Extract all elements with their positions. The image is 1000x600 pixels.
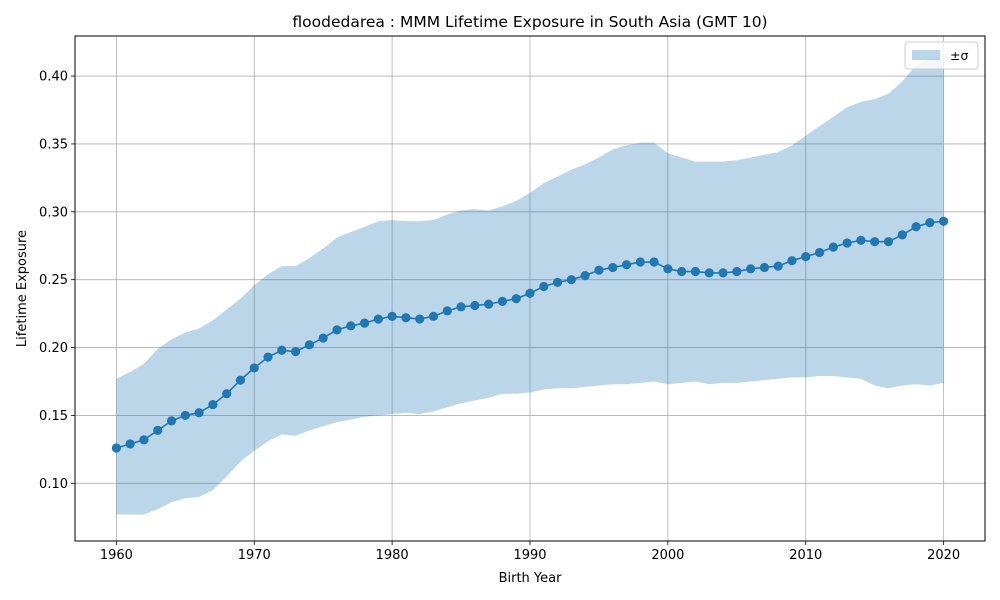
data-point <box>359 318 370 328</box>
data-point <box>635 257 645 267</box>
data-point <box>787 256 797 266</box>
data-point <box>511 294 521 304</box>
x-tick-label: 1970 <box>238 548 271 563</box>
legend-box <box>904 41 979 70</box>
y-tick-label: 0.15 <box>39 409 68 424</box>
data-point <box>428 311 439 321</box>
data-point <box>263 352 273 362</box>
x-axis-label: Birth Year <box>499 571 563 586</box>
data-point <box>470 300 480 311</box>
y-tick-label: 0.35 <box>39 137 68 152</box>
data-point <box>594 265 604 275</box>
y-tick-label: 0.40 <box>39 70 68 85</box>
y-axis: 0.10 0.15 0.20 0.25 0.30 0.35 0.40 <box>39 70 75 492</box>
data-point <box>442 306 452 316</box>
data-point <box>718 268 728 278</box>
data-point <box>870 237 880 247</box>
data-point <box>814 247 825 258</box>
data-point <box>566 275 576 285</box>
data-point <box>497 296 508 306</box>
data-point <box>897 230 907 240</box>
legend: ±σ <box>904 41 979 70</box>
data-point <box>387 311 397 321</box>
data-point <box>746 264 756 274</box>
x-tick-label: 1990 <box>513 548 546 563</box>
std-band <box>116 58 944 515</box>
data-point <box>539 281 549 292</box>
data-point <box>401 313 411 323</box>
data-point <box>925 218 935 228</box>
data-point <box>166 416 177 426</box>
data-point <box>139 435 149 445</box>
data-point <box>690 266 701 277</box>
data-point <box>704 268 714 278</box>
data-point <box>677 266 687 277</box>
y-tick-label: 0.10 <box>39 477 68 492</box>
data-point <box>111 443 121 453</box>
y-axis-label: Lifetime Exposure <box>15 230 30 347</box>
data-point <box>621 260 632 270</box>
data-point <box>911 222 921 232</box>
data-point <box>842 238 852 248</box>
data-point <box>773 261 783 271</box>
legend-swatch <box>912 50 940 60</box>
series-layer <box>111 216 949 453</box>
data-point <box>883 237 894 247</box>
data-point <box>759 262 769 273</box>
x-tick-label: 1960 <box>100 548 133 563</box>
data-point <box>649 257 659 267</box>
data-point <box>525 288 535 298</box>
data-point <box>801 251 811 262</box>
x-tick-label: 2010 <box>789 548 822 563</box>
data-point <box>153 425 163 435</box>
data-point <box>346 321 356 331</box>
data-point <box>663 264 673 274</box>
y-tick-label: 0.25 <box>39 273 68 288</box>
data-point <box>304 340 314 350</box>
data-point <box>249 363 259 373</box>
data-point <box>235 375 246 385</box>
band-layer <box>116 58 944 515</box>
data-point <box>180 410 190 421</box>
data-point <box>332 325 342 335</box>
data-point <box>580 271 590 281</box>
data-point <box>222 389 232 399</box>
data-point <box>828 242 838 252</box>
y-tick-label: 0.30 <box>39 205 68 220</box>
data-point <box>277 345 287 355</box>
data-point <box>125 439 135 449</box>
data-point <box>291 347 301 357</box>
x-tick-label: 2020 <box>927 548 960 563</box>
data-point <box>318 333 328 343</box>
chart-title: floodedarea : MMM Lifetime Exposure in S… <box>292 13 767 31</box>
x-tick-label: 2000 <box>651 548 684 563</box>
data-point <box>732 266 742 277</box>
y-tick-label: 0.20 <box>39 341 68 356</box>
x-tick-label: 1980 <box>376 548 409 563</box>
data-point <box>856 235 866 245</box>
data-point <box>208 399 218 410</box>
x-axis: 1960 1970 1980 1990 2000 2010 2020 <box>100 541 960 563</box>
grid <box>75 36 985 541</box>
data-point <box>552 277 563 287</box>
data-point <box>456 302 466 312</box>
data-point <box>608 262 618 273</box>
data-point <box>373 314 383 324</box>
data-point <box>484 299 494 309</box>
data-point <box>939 216 949 226</box>
data-point <box>415 314 425 324</box>
legend-label: ±σ <box>950 48 968 63</box>
data-point <box>194 408 204 418</box>
